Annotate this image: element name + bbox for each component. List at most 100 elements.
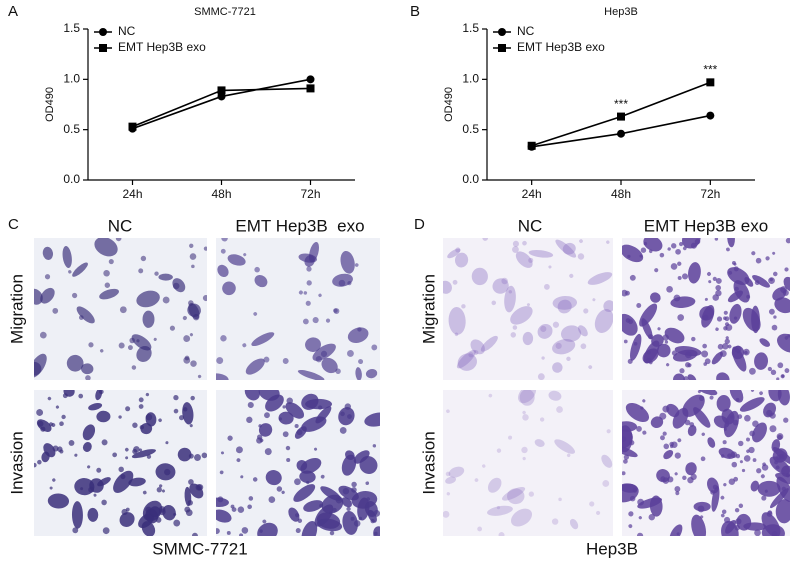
cell	[251, 332, 275, 347]
cell	[659, 252, 665, 258]
cell	[628, 524, 633, 529]
cell	[768, 308, 775, 315]
cell	[759, 338, 770, 347]
cell	[364, 501, 378, 517]
cell	[264, 412, 270, 419]
cell	[457, 353, 478, 371]
cell	[452, 279, 458, 285]
cell	[781, 465, 790, 477]
micrograph-bg	[34, 390, 207, 536]
cell	[239, 533, 244, 536]
cell	[265, 394, 284, 412]
cell	[537, 324, 553, 339]
cell	[95, 390, 103, 401]
cell	[690, 242, 697, 249]
cell	[518, 390, 537, 404]
cell	[445, 476, 457, 484]
cell	[258, 423, 273, 437]
cell	[757, 480, 781, 497]
cell	[770, 369, 777, 376]
cell	[639, 303, 658, 327]
cell	[712, 276, 717, 281]
cell	[47, 493, 70, 509]
cell	[673, 294, 681, 302]
cell	[156, 487, 162, 493]
cell	[108, 259, 114, 265]
cell	[690, 473, 697, 481]
cell	[749, 367, 756, 375]
cell	[189, 253, 197, 260]
cell	[312, 317, 319, 324]
cell	[219, 470, 224, 475]
cell	[783, 276, 790, 292]
cell	[81, 363, 94, 375]
x-tick-label: 72h	[700, 187, 720, 201]
cell	[681, 273, 689, 280]
cell	[663, 443, 670, 450]
cell	[138, 397, 144, 403]
cell	[461, 304, 466, 309]
cell	[720, 454, 725, 458]
cell	[96, 467, 102, 473]
cell	[102, 527, 110, 535]
cell	[716, 372, 730, 380]
cell	[474, 478, 479, 482]
cell	[268, 496, 276, 503]
cell	[691, 336, 696, 342]
cell	[723, 310, 728, 315]
y-axis-label: OD490	[44, 87, 56, 122]
cell	[354, 263, 359, 267]
cell	[643, 238, 663, 252]
column-header: NC	[518, 216, 543, 235]
cell	[68, 440, 75, 446]
cell	[101, 439, 108, 446]
cell	[346, 506, 351, 512]
cell	[87, 465, 91, 469]
cell	[113, 470, 134, 493]
cell	[727, 344, 732, 349]
cell	[129, 337, 135, 344]
cell	[630, 333, 642, 361]
cell	[583, 308, 589, 314]
cell	[158, 418, 162, 423]
cell	[654, 268, 659, 273]
cell	[227, 254, 246, 266]
cell	[63, 390, 75, 397]
cell	[787, 334, 790, 338]
cell	[510, 508, 533, 527]
cell	[751, 305, 760, 334]
cell	[347, 350, 354, 357]
cell	[589, 501, 595, 507]
cell	[687, 363, 692, 368]
cell	[265, 470, 282, 486]
cell	[332, 273, 353, 287]
cell	[704, 297, 708, 301]
cell	[118, 342, 125, 349]
cell	[94, 238, 118, 257]
cell	[734, 345, 742, 353]
cell	[657, 327, 661, 331]
cell	[443, 280, 452, 294]
cell	[115, 238, 122, 242]
cell	[55, 405, 60, 409]
cell	[303, 500, 324, 512]
cell	[300, 457, 322, 474]
cell	[140, 255, 147, 262]
cell	[138, 268, 144, 274]
cell	[276, 486, 283, 492]
marker	[306, 84, 315, 93]
cell	[66, 354, 84, 372]
cell	[715, 277, 722, 284]
cell	[727, 238, 735, 248]
cell	[760, 474, 765, 479]
cell	[755, 257, 762, 264]
cell	[752, 274, 770, 288]
cell	[772, 251, 776, 255]
cell	[231, 507, 237, 512]
cell	[674, 452, 681, 459]
cell	[297, 518, 303, 524]
cell	[606, 240, 610, 244]
cell	[61, 414, 66, 420]
cell	[335, 368, 341, 374]
cell	[664, 340, 669, 344]
